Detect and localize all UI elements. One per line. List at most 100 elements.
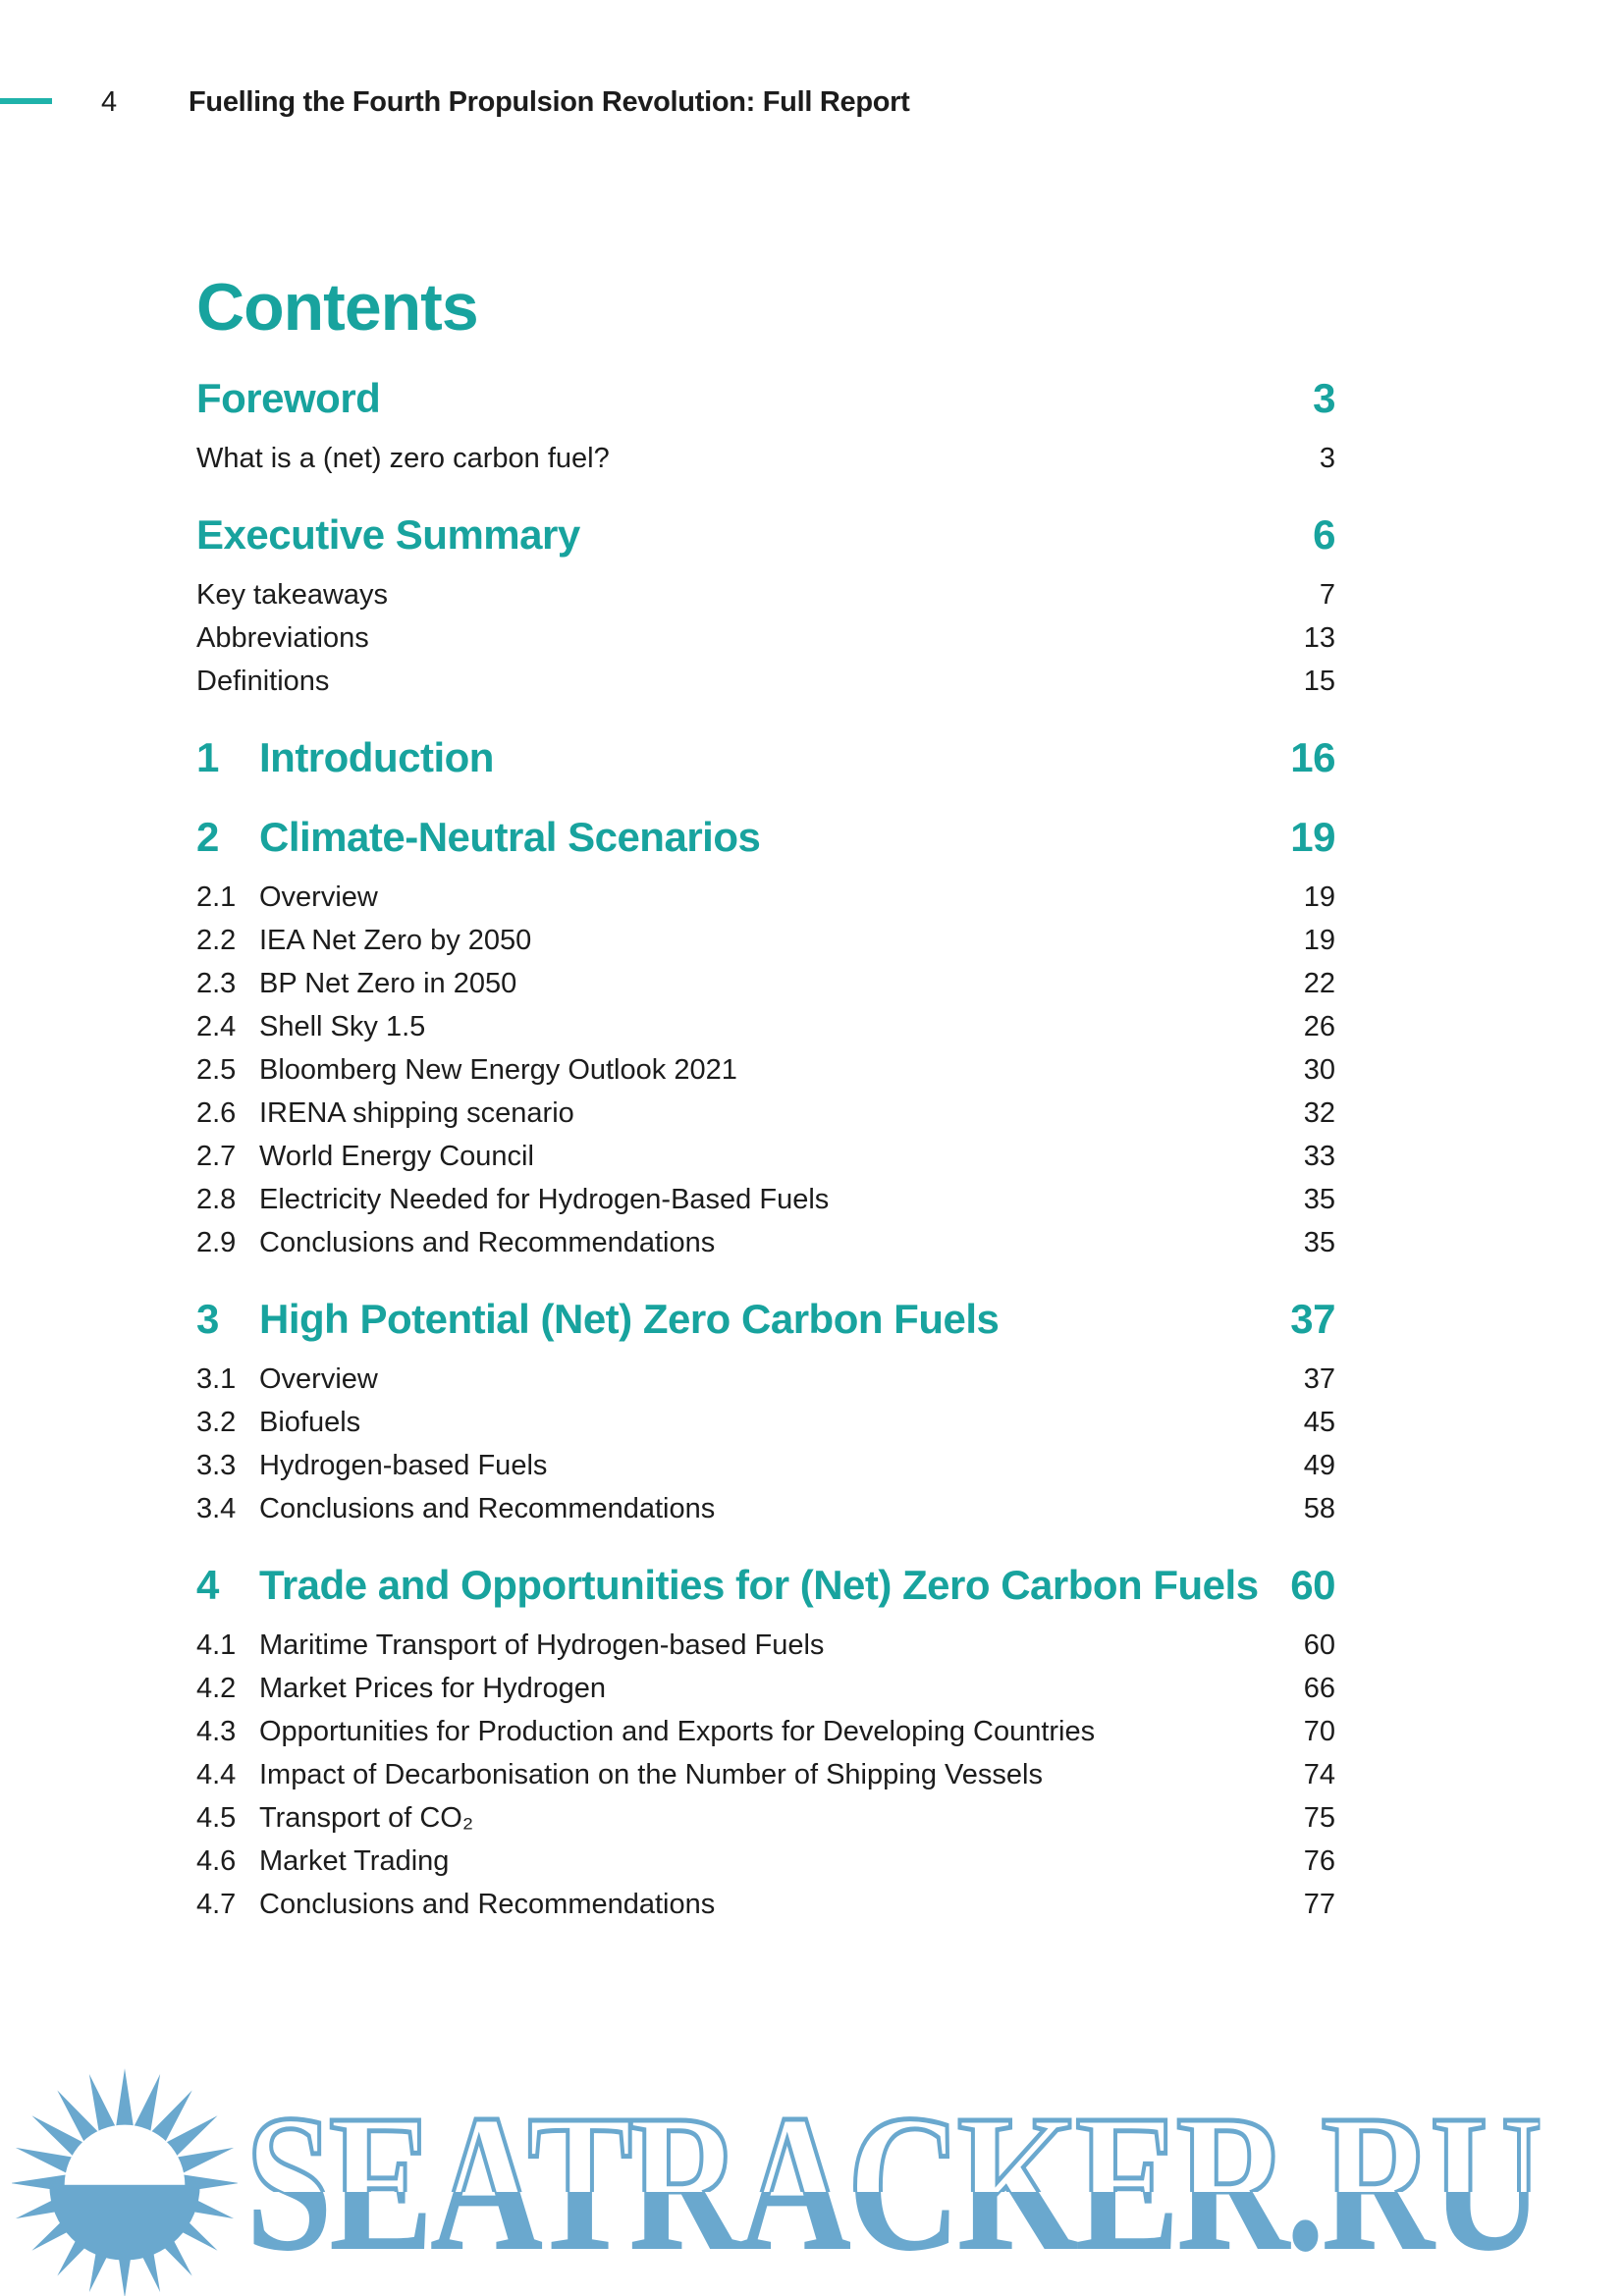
toc-entry-label: BP Net Zero in 2050 <box>259 968 517 999</box>
toc-entry-row[interactable]: 4.6 Market Trading 76 <box>196 1840 1335 1883</box>
toc-entry-number: 4.3 <box>196 1716 237 1747</box>
toc-entry-number: 1 <box>196 734 219 780</box>
toc-entry-row[interactable]: 2.3 BP Net Zero in 2050 22 <box>196 962 1335 1005</box>
toc-entry-page: 37 <box>1290 1296 1335 1342</box>
toc-entry-label: Definitions <box>196 666 330 697</box>
toc-entry-row[interactable]: Key takeaways 7 <box>196 573 1335 616</box>
toc-entry-row[interactable]: 2.4 Shell Sky 1.5 26 <box>196 1005 1335 1048</box>
watermark: SEATRACKER.RU SEATRACKER.RU <box>0 1982 1624 2296</box>
toc-entry-row[interactable]: 2.1 Overview 19 <box>196 876 1335 919</box>
toc-entry-row[interactable]: 3.2 Biofuels 45 <box>196 1401 1335 1444</box>
toc-entry-label: Conclusions and Recommendations <box>259 1227 716 1258</box>
toc-entry-label: World Energy Council <box>259 1141 534 1172</box>
toc-entry-number: 2.7 <box>196 1141 237 1172</box>
toc-entry-page: 3 <box>1319 443 1335 474</box>
toc-entry-label: Electricity Needed for Hydrogen-Based Fu… <box>259 1184 830 1215</box>
toc-entry-label: What is a (net) zero carbon fuel? <box>196 443 610 474</box>
toc-entry-row[interactable]: 2.6 IRENA shipping scenario 32 <box>196 1092 1335 1135</box>
toc-entry-row[interactable]: 4.4 Impact of Decarbonisation on the Numb… <box>196 1753 1335 1796</box>
toc-entry-label: Overview <box>259 1363 378 1395</box>
toc-entry-label: Bloomberg New Energy Outlook 2021 <box>259 1054 737 1086</box>
toc-entry-page: 22 <box>1303 968 1335 999</box>
toc-heading-row[interactable]: 1 Introduction 16 <box>196 733 1335 782</box>
sun-rays <box>12 2068 238 2296</box>
toc-entry-number: 3.1 <box>196 1363 237 1395</box>
toc-entry-row[interactable]: 2.7 World Energy Council 33 <box>196 1135 1335 1178</box>
toc-entry-row[interactable]: 2.8 Electricity Needed for Hydrogen-Based… <box>196 1178 1335 1221</box>
toc-entry-label: Market Prices for Hydrogen <box>259 1673 606 1704</box>
toc-heading-row[interactable]: 2 Climate-Neutral Scenarios 19 <box>196 813 1335 862</box>
toc-entry-number: 3 <box>196 1296 219 1342</box>
toc-entry-number: 2.9 <box>196 1227 237 1258</box>
toc-entry-page: 7 <box>1319 579 1335 611</box>
toc-entry-page: 26 <box>1303 1011 1335 1042</box>
toc-entry-row[interactable]: 2.5 Bloomberg New Energy Outlook 2021 30 <box>196 1048 1335 1092</box>
toc-entry-number: 2.4 <box>196 1011 237 1042</box>
toc-entry-page: 33 <box>1303 1141 1335 1172</box>
toc-entry-number: 3.4 <box>196 1493 237 1524</box>
toc-heading-row[interactable]: Executive Summary 6 <box>196 510 1335 560</box>
toc-entry-page: 15 <box>1303 666 1335 697</box>
toc-entry-row[interactable]: 3.4 Conclusions and Recommendations 58 <box>196 1487 1335 1530</box>
toc-entry-row[interactable]: Definitions 15 <box>196 660 1335 703</box>
toc-entry-label: Overview <box>259 881 378 913</box>
toc-entry-row[interactable]: 2.2 IEA Net Zero by 2050 19 <box>196 919 1335 962</box>
toc-entry-label: Shell Sky 1.5 <box>259 1011 426 1042</box>
toc-entry-number: 4.6 <box>196 1845 237 1877</box>
toc-entry-number: 4.4 <box>196 1759 237 1790</box>
toc-entry-page: 19 <box>1303 881 1335 913</box>
toc-entry-number: 4.7 <box>196 1889 237 1920</box>
toc-entry-row[interactable]: What is a (net) zero carbon fuel? 3 <box>196 437 1335 480</box>
toc-entry-label: Hydrogen-based Fuels <box>259 1450 548 1481</box>
toc-entry-number: 3.2 <box>196 1407 237 1438</box>
toc-heading-row[interactable]: 4 Trade and Opportunities for (Net) Zero … <box>196 1561 1335 1610</box>
toc-entry-page: 16 <box>1290 734 1335 780</box>
toc-entry-label: Introduction <box>259 734 494 780</box>
toc-entry-page: 45 <box>1303 1407 1335 1438</box>
toc-entry-row[interactable]: 4.1 Maritime Transport of Hydrogen-based … <box>196 1624 1335 1667</box>
toc-list: Foreword 3 What is a (net) zero carbon fue… <box>196 374 1335 1926</box>
toc-entry-row[interactable]: 2.9 Conclusions and Recommendations 35 <box>196 1221 1335 1264</box>
toc-entry-row[interactable]: 4.5 Transport of CO₂ 75 <box>196 1796 1335 1840</box>
toc-entry-row[interactable]: 4.3 Opportunities for Production and Expo… <box>196 1710 1335 1753</box>
toc-entry-row[interactable]: 4.2 Market Prices for Hydrogen 66 <box>196 1667 1335 1710</box>
toc-entry-page: 77 <box>1303 1889 1335 1920</box>
header-title: Fuelling the Fourth Propulsion Revolutio… <box>189 86 910 118</box>
toc-entry-page: 49 <box>1303 1450 1335 1481</box>
toc-entry-page: 37 <box>1303 1363 1335 1395</box>
toc-entry-number: 2.3 <box>196 968 237 999</box>
toc-heading-row[interactable]: 3 High Potential (Net) Zero Carbon Fuels 3… <box>196 1295 1335 1344</box>
toc-entry-label: High Potential (Net) Zero Carbon Fuels <box>259 1296 1000 1342</box>
toc-entry-row[interactable]: Abbreviations 13 <box>196 616 1335 660</box>
toc-entry-page: 74 <box>1303 1759 1335 1790</box>
toc-entry-page: 76 <box>1303 1845 1335 1877</box>
toc-entry-page: 30 <box>1303 1054 1335 1086</box>
sun-lower-half <box>49 2184 200 2261</box>
toc-entry-number: 4.2 <box>196 1673 237 1704</box>
watermark-text: SEATRACKER.RU SEATRACKER.RU <box>245 2086 1581 2292</box>
toc-entry-label: Climate-Neutral Scenarios <box>259 814 761 860</box>
toc-heading-row[interactable]: Foreword 3 <box>196 374 1335 423</box>
toc-entry-page: 70 <box>1303 1716 1335 1747</box>
toc-entry-label: Transport of CO₂ <box>259 1802 474 1834</box>
toc-entry-label: Market Trading <box>259 1845 450 1877</box>
toc-entry-row[interactable]: 3.3 Hydrogen-based Fuels 49 <box>196 1444 1335 1487</box>
toc-entry-number: 2.1 <box>196 881 237 913</box>
toc-entry-label: Opportunities for Production and Exports… <box>259 1716 1096 1747</box>
toc-entry-label: Abbreviations <box>196 622 369 654</box>
toc-entry-number: 4.5 <box>196 1802 237 1834</box>
toc-entry-label: Biofuels <box>259 1407 361 1438</box>
toc-entry-page: 6 <box>1313 511 1335 558</box>
toc-entry-number: 2.8 <box>196 1184 237 1215</box>
toc-entry-row[interactable]: 3.1 Overview 37 <box>196 1358 1335 1401</box>
toc-entry-number: 2.2 <box>196 925 237 956</box>
toc-entry-label: Maritime Transport of Hydrogen-based Fue… <box>259 1629 825 1661</box>
toc-entry-number: 4.1 <box>196 1629 237 1661</box>
page-title: Contents <box>196 270 479 345</box>
toc-entry-label: Conclusions and Recommendations <box>259 1493 716 1524</box>
watermark-text-solid: SEATRACKER.RU <box>245 2075 1541 2292</box>
page-header: 4 Fuelling the Fourth Propulsion Revolut… <box>101 86 910 119</box>
toc-entry-row[interactable]: 4.7 Conclusions and Recommendations 77 <box>196 1883 1335 1926</box>
toc-entry-label: Executive Summary <box>196 511 580 558</box>
toc-entry-number: 2 <box>196 814 219 860</box>
